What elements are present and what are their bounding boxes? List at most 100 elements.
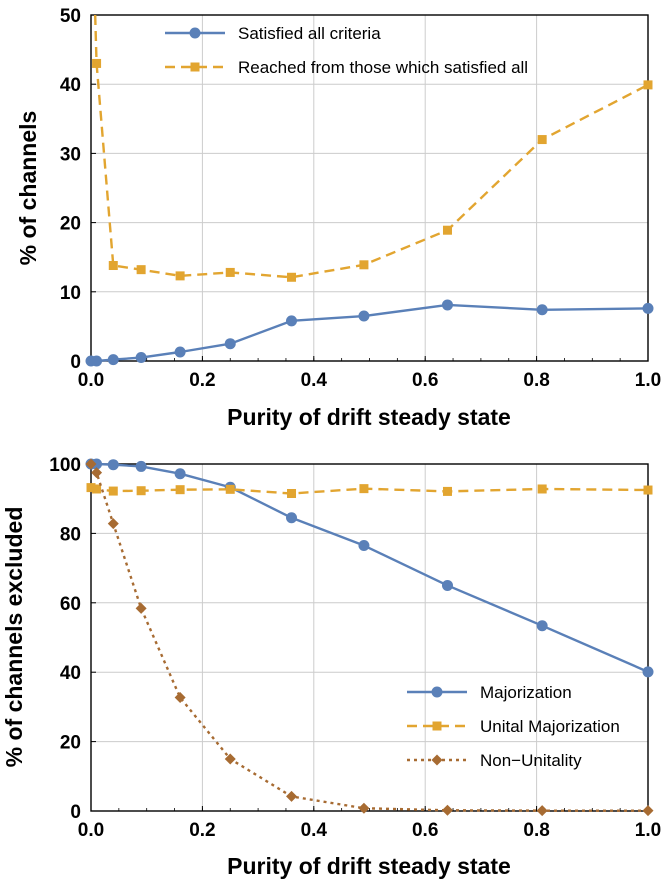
- bottom-y-tick-label: 80: [60, 524, 81, 545]
- bottom-x-tick-label: 0.2: [189, 820, 215, 841]
- bottom-data-point: [441, 579, 453, 591]
- top-x-tick-label: 0.0: [78, 370, 104, 391]
- top-data-point: [358, 310, 370, 322]
- bottom-data-point: [358, 802, 370, 814]
- top-data-point: [136, 265, 146, 275]
- top-data-point: [224, 338, 236, 350]
- top-data-point: [642, 302, 654, 314]
- bottom-y-axis-label: % of channels excluded: [1, 507, 27, 768]
- bottom-data-point: [91, 467, 103, 479]
- bottom-data-point: [286, 790, 298, 802]
- bottom-data-point: [224, 753, 236, 765]
- bottom-data-point: [537, 484, 547, 494]
- top-data-point: [92, 58, 102, 68]
- top-data-point: [225, 267, 235, 277]
- bottom-data-point: [643, 485, 653, 495]
- bottom-data-point: [107, 459, 119, 471]
- bottom-series-0: [85, 458, 654, 678]
- top-series-line-1: [93, 14, 649, 279]
- top-y-tick-label: 40: [60, 75, 81, 96]
- bottom-data-point: [287, 488, 297, 498]
- bottom-data-point: [86, 483, 96, 493]
- bottom-data-point: [642, 666, 654, 678]
- chart-top: 0.0 0.2 0.4 0.6 0.8 1.0 0 10 20 30 40 50 Satisfied …: [15, 6, 661, 430]
- top-x-tick-label: 1.0: [635, 370, 661, 391]
- bottom-legend-item: Non−Unitality: [407, 751, 582, 770]
- top-y-tick-label: 20: [60, 214, 81, 235]
- top-data-point: [107, 354, 119, 366]
- bottom-data-point: [536, 620, 548, 632]
- bottom-data-point: [135, 602, 147, 614]
- bottom-series-2: [85, 458, 654, 817]
- top-series-line-0: [91, 303, 649, 363]
- bottom-legend-label: Unital Majorization: [480, 717, 620, 736]
- top-legend-marker: [190, 62, 200, 72]
- bottom-data-point: [91, 458, 103, 470]
- top-legend-item: Reached from those which satisfied all: [165, 58, 528, 77]
- top-data-point: [286, 315, 298, 327]
- bottom-y-tick-label: 20: [60, 733, 81, 754]
- bottom-data-point: [359, 484, 369, 494]
- top-data-point: [441, 299, 453, 311]
- bottom-x-tick-label: 0.8: [523, 820, 549, 841]
- bottom-data-point: [225, 484, 235, 494]
- bottom-x-tick-label: 1.0: [635, 820, 661, 841]
- top-data-point: [135, 352, 147, 364]
- top-y-tick-label: 0: [70, 352, 81, 373]
- bottom-legend-label: Non−Unitality: [480, 751, 582, 770]
- top-legend-label: Reached from those which satisfied all: [238, 58, 528, 77]
- bottom-data-point: [174, 468, 186, 480]
- bottom-legend-item: Unital Majorization: [407, 717, 620, 736]
- top-x-tick-label: 0.4: [301, 370, 328, 391]
- bottom-series-line-1: [90, 486, 649, 495]
- top-legend-marker: [189, 27, 201, 39]
- bottom-legend-label: Majorization: [480, 683, 572, 702]
- bottom-x-tick-label: 0.4: [301, 820, 328, 841]
- bottom-data-point: [536, 805, 548, 817]
- top-data-point: [175, 271, 185, 281]
- bottom-x-axis-label: Purity of drift steady state: [227, 853, 511, 879]
- bottom-data-point: [442, 486, 452, 496]
- bottom-legend-marker: [431, 754, 443, 766]
- bottom-x-tick-label: 0.6: [412, 820, 438, 841]
- bottom-legend-marker: [432, 721, 442, 731]
- bottom-data-point: [358, 540, 370, 552]
- top-series-0: [85, 299, 654, 367]
- bottom-data-point: [136, 486, 146, 496]
- top-series-1: [92, 14, 653, 282]
- bottom-y-tick-label: 60: [60, 594, 81, 615]
- top-data-point: [287, 272, 297, 282]
- bottom-legend-marker: [431, 686, 443, 698]
- bottom-data-point: [441, 804, 453, 816]
- bottom-y-tick-label: 0: [70, 802, 81, 823]
- bottom-data-point: [286, 512, 298, 524]
- bottom-data-point: [174, 692, 186, 704]
- top-x-tick-label: 0.8: [523, 370, 549, 391]
- top-data-point: [174, 346, 186, 358]
- top-y-axis-label: % of channels: [15, 111, 41, 266]
- top-data-point: [536, 304, 548, 316]
- top-data-point: [91, 355, 103, 367]
- top-y-tick-label: 10: [60, 283, 81, 304]
- top-y-tick-label: 50: [60, 6, 81, 27]
- top-y-tick-label: 30: [60, 144, 81, 165]
- chart-bottom: 0.0 0.2 0.4 0.6 0.8 1.0 0 20 40 60 80 100 Majorizat…: [1, 455, 661, 879]
- bottom-y-tick-label: 40: [60, 663, 81, 684]
- top-x-tick-label: 0.6: [412, 370, 438, 391]
- bottom-y-tick-label: 100: [49, 455, 81, 476]
- top-data-point: [537, 135, 547, 145]
- top-legend-item: Satisfied all criteria: [165, 24, 381, 43]
- bottom-data-point: [175, 485, 185, 495]
- bottom-legend-item: Majorization: [407, 683, 572, 702]
- top-legend-label: Satisfied all criteria: [238, 24, 381, 43]
- bottom-data-point: [85, 458, 97, 470]
- top-x-axis-label: Purity of drift steady state: [227, 404, 511, 430]
- bottom-x-tick-label: 0.0: [78, 820, 104, 841]
- top-data-point: [359, 260, 369, 270]
- top-data-point: [108, 261, 118, 271]
- bottom-data-point: [135, 460, 147, 472]
- top-data-point: [442, 225, 452, 235]
- bottom-series-1: [86, 483, 653, 498]
- bottom-data-point: [92, 484, 102, 494]
